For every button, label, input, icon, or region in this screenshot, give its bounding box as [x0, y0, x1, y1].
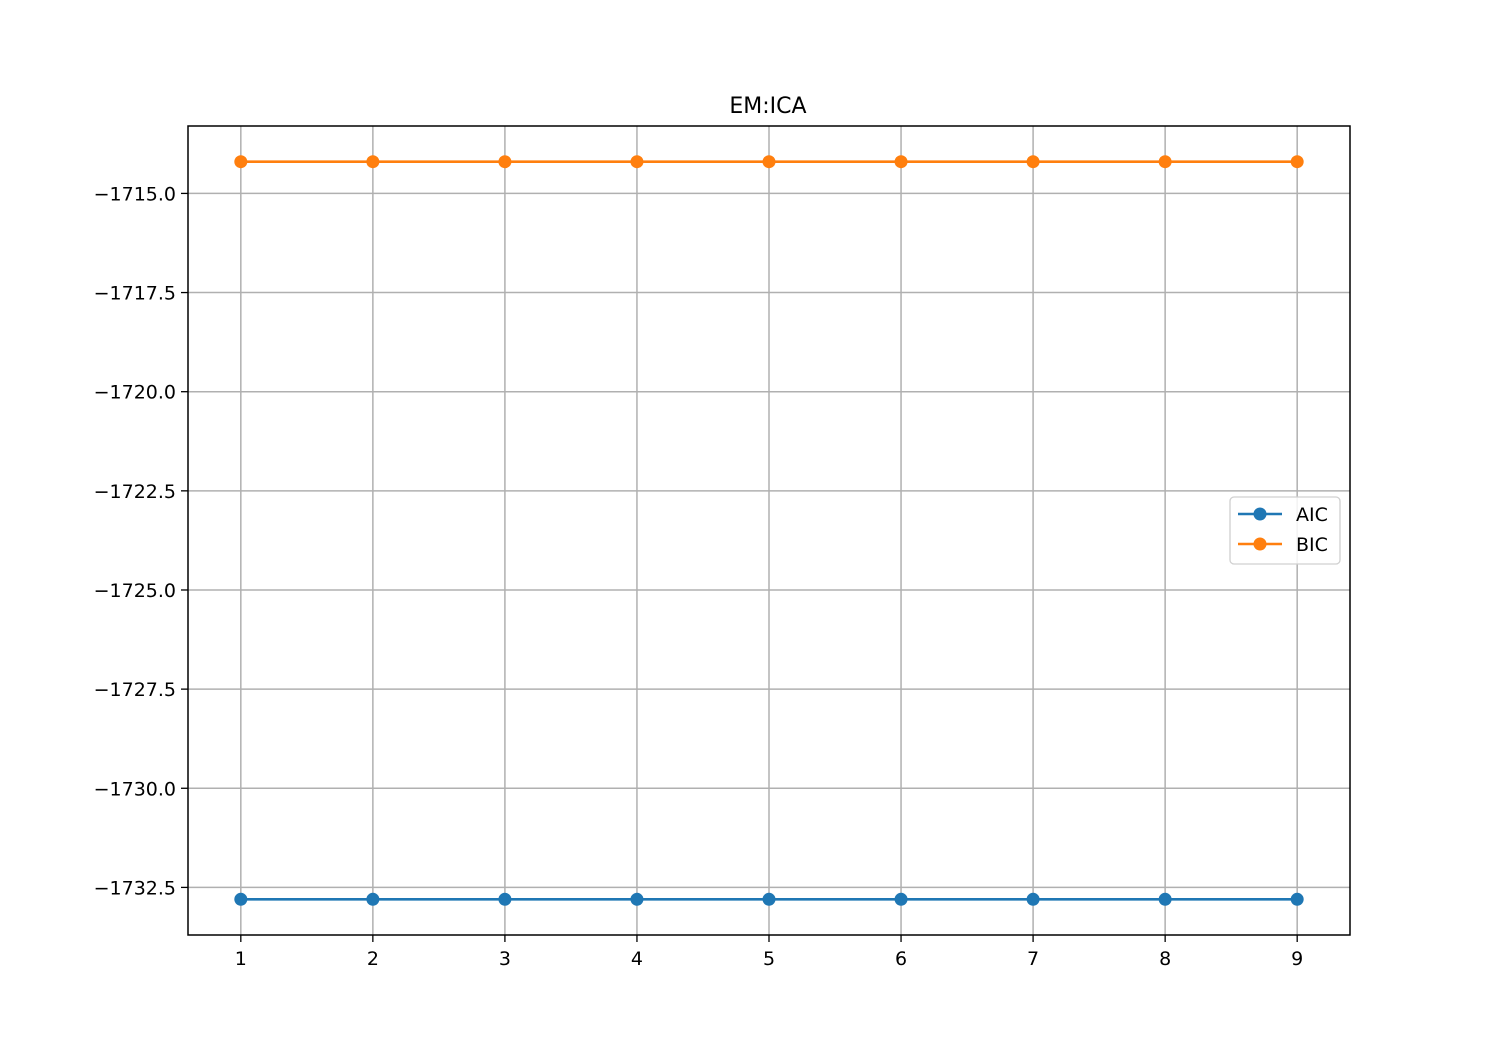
y-tick-label: −1717.5 [94, 283, 176, 305]
chart-title: EM:ICA [729, 94, 806, 119]
legend-label-bic: BIC [1296, 534, 1328, 556]
y-tick-label: −1732.5 [94, 877, 176, 899]
x-tick-label: 9 [1291, 948, 1303, 970]
y-tick-label: −1722.5 [94, 481, 176, 503]
data-point-bic [366, 155, 380, 169]
x-tick-label: 7 [1027, 948, 1039, 970]
x-tick-label: 3 [499, 948, 511, 970]
x-tick-label: 2 [367, 948, 379, 970]
data-point-aic [234, 892, 248, 906]
x-tick-label: 5 [763, 948, 775, 970]
data-point-bic [1158, 155, 1172, 169]
y-tick-label: −1715.0 [94, 183, 176, 205]
data-point-bic [234, 155, 248, 169]
y-tick-label: −1727.5 [94, 679, 176, 701]
data-point-aic [1026, 892, 1040, 906]
x-tick-label: 1 [235, 948, 247, 970]
data-point-aic [1158, 892, 1172, 906]
series-layer [234, 155, 1304, 906]
y-axis: −1732.5 −1730.0 −1727.5 −1725.0 −1722.5 −1720… [94, 183, 188, 899]
legend: AIC BIC [1229, 496, 1341, 565]
data-point-aic [498, 892, 512, 906]
x-tick-label: 4 [631, 948, 643, 970]
x-tick-label: 6 [895, 948, 907, 970]
x-axis: 1 2 3 4 5 6 7 8 9 [235, 935, 1303, 970]
data-point-bic [894, 155, 908, 169]
x-tick-label: 8 [1159, 948, 1171, 970]
data-point-aic [894, 892, 908, 906]
data-point-bic [630, 155, 644, 169]
data-point-bic [762, 155, 776, 169]
y-tick-label: −1720.0 [94, 382, 176, 404]
legend-label-aic: AIC [1296, 504, 1328, 526]
data-point-bic [1026, 155, 1040, 169]
data-point-aic [630, 892, 644, 906]
data-point-aic [762, 892, 776, 906]
y-tick-label: −1725.0 [94, 580, 176, 602]
data-point-bic [498, 155, 512, 169]
grid [188, 126, 1350, 935]
legend-marker-bic [1253, 537, 1267, 551]
y-tick-label: −1730.0 [94, 778, 176, 800]
data-point-aic [366, 892, 380, 906]
legend-marker-aic [1253, 507, 1267, 521]
data-point-bic [1290, 155, 1304, 169]
data-point-aic [1290, 892, 1304, 906]
